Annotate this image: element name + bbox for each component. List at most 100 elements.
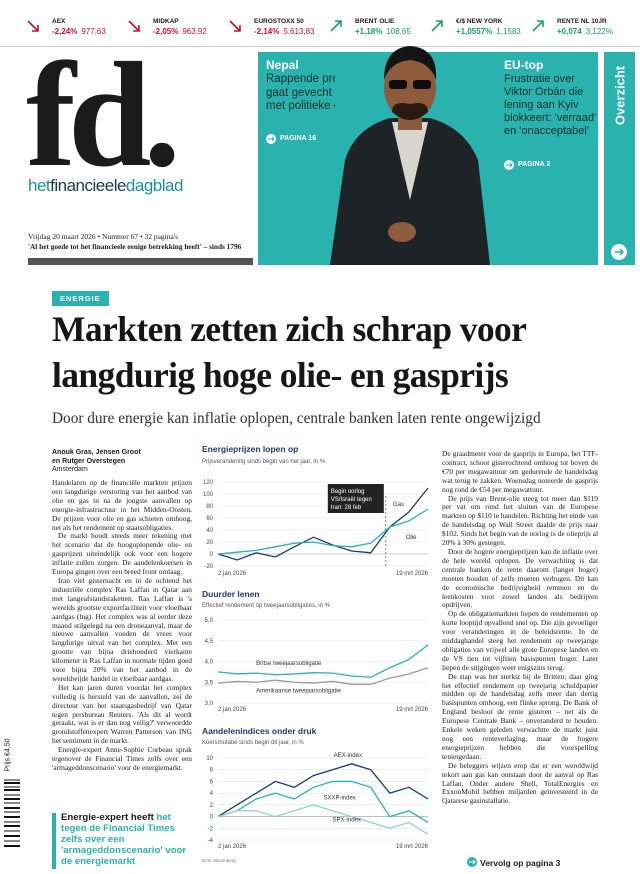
teaser-link[interactable]: PAGINA 16 [280,135,317,142]
ticker-value: 5.613,83 [283,27,315,36]
price: Prijs €4,50 [4,738,12,772]
ticker-value: 1,1583 [496,27,521,36]
series-label: Britse tweejaarsobligatie [256,661,322,667]
series-label: SXXP-index [323,795,355,801]
paragraph: De markt houdt steeds meer rekening met … [52,531,192,577]
paragraph: De prijs van Brent-olie steeg tot meer d… [442,493,598,548]
teaser-kicker: EU-top [504,58,544,72]
y-tick-label: 8 [210,768,214,774]
column: De graadmeter voor de gasprijs in Europa… [442,450,598,855]
ticker-change: +1,18% [355,27,383,36]
masthead-word: dagblad [125,176,184,195]
teaser-headline: Frustratie over Viktor Orbán die lening … [504,73,597,137]
chart-subtitle: Koersmutatie sinds begin dit jaar, in % [202,740,304,746]
ticker-name: RENTE NL 10JR [557,18,607,25]
teaser-headline: Rappende premier gaat gevecht aan met po… [266,73,362,112]
ticker-change: -2,14% [254,27,280,36]
column: Handelaren op de financiële markten prij… [52,479,192,805]
ticker-change: +1,0557% [456,27,493,36]
masthead-word: financieele [50,176,126,195]
y-tick-label: 120 [203,480,214,486]
byline: Anouk Gras, Jensen Groot en Rutger Overst… [52,449,141,475]
ticker-value: 963,92 [182,27,207,36]
series-label: Amerikaanse tweejaarsobligatie [256,688,341,694]
ticker-row: -2,14% 5.613,83 [254,27,315,36]
y-tick-label: 5,0 [205,618,214,624]
y-tick-label: -4 [208,838,214,844]
annotation: Iran: 28 feb [331,505,362,511]
y-tick-label: 0 [210,552,214,558]
ticker-value: 108,65 [386,27,411,36]
ticker: AEX -2,24% 977,63 MIDKAP -2,05% 963,92 EUROSTO… [0,0,640,47]
y-tick-label: 4 [210,791,214,797]
annotation: VS/Israël tegen [331,497,372,503]
ticker-value: 3,122% [585,27,613,36]
chart-title: Aandelenindices onder druk [202,726,317,736]
chart-title: Duurder lenen [202,589,260,599]
rule [28,258,253,265]
paragraph: Iran viel gisternacht en in de ochtend h… [52,575,192,683]
quote-lead: Energie-expert heeft [61,812,154,823]
y-tick-label: 3,0 [205,701,214,707]
subheadline: Door dure energie kan inflatie oplopen, … [52,410,541,427]
chart-source: Bron: Bloomberg [202,858,236,863]
ticker-row: +1,0557% 1,1583 [456,27,521,36]
x-tick-label: 19 mrt 2026 [396,571,429,577]
series-label: AEX-index [334,753,362,759]
y-tick-label: 20 [206,540,213,546]
x-tick-label: 2 jan 2026 [218,707,247,713]
y-tick-label: 6 [210,779,214,785]
ticker-row: +0,074 3,122% [557,27,613,36]
ticker-name: EUROSTOXX 50 [254,18,304,25]
y-tick-label: 10 [206,756,213,762]
ticker-row: +1,18% 108,65 [355,27,411,36]
y-tick-label: -2 [208,826,214,832]
x-tick-label: 2 jan 2026 [218,571,247,577]
x-tick-label: 19 mrt 2026 [396,707,429,713]
chart-title: Energieprijzen lopen op [202,444,298,454]
ticker-change: -2,05% [153,27,179,36]
chart-subtitle: Effectief rendement op tweejaarsobligati… [202,603,331,609]
series-label: Gas [393,502,404,508]
y-tick-label: 0 [210,815,214,821]
series-line [217,667,429,685]
paragraph: Op de obligatiemarkten liepen de rendeme… [442,609,598,672]
y-tick-label: 2 [210,803,214,809]
byline-line: en Rutger Overstegen [52,457,126,465]
sidebar-label[interactable]: Overzicht [612,65,628,126]
paragraph: Door de hogere energieprijzen kan de inf… [442,546,598,610]
series-line [217,508,429,555]
series-line [217,804,429,835]
ticker-name: BRENT OLIE [355,18,395,25]
paragraph: Energie-expert Anne-Sophie Corbeau sprak… [52,745,192,772]
quote-text: het tegen de Financial Times zelfs over … [61,812,187,867]
x-tick-label: 2 jan 2026 [218,844,247,850]
headline: Markten zetten zich schrap voor langduri… [52,309,526,395]
ticker-value: 977,63 [81,27,106,36]
link-arrow [469,859,476,865]
paragraph: Handelaren op de financiële markten prij… [52,479,192,532]
series-label: Olie [406,535,417,541]
paragraph: De stap was het sterkst bij de Britten; … [442,671,598,761]
article-tag: ENERGIE [52,291,109,306]
paragraph: Het kan jaren duren voordat het complex … [52,682,192,746]
y-tick-label: 4,0 [205,660,214,666]
sidebar[interactable] [604,52,635,265]
barcode [4,779,20,847]
ticker-row: -2,05% 963,92 [153,27,207,36]
ticker-change: +0,074 [557,27,582,36]
series-line [217,644,429,678]
pull-quote: Energie-expert heeft het tegen de Financ… [61,812,191,867]
teaser-link[interactable]: PAGINA 2 [518,161,551,168]
edition: Vrijdag 20 maart 2026 • Nummer 67 • 32 p… [28,232,179,241]
continued[interactable]: Vervolg op pagina 3 [480,858,561,868]
ticker-row: -2,24% 977,63 [52,27,106,36]
paragraph: De beleggers wijzen erop dat er een were… [442,760,598,806]
masthead-word: het [28,176,51,195]
byline-line: Anouk Gras, Jensen Groot [52,449,141,456]
y-tick-label: 3,5 [205,680,214,686]
y-tick-label: 4,5 [205,639,214,645]
series-line [217,763,429,818]
annotation-box [327,484,384,513]
